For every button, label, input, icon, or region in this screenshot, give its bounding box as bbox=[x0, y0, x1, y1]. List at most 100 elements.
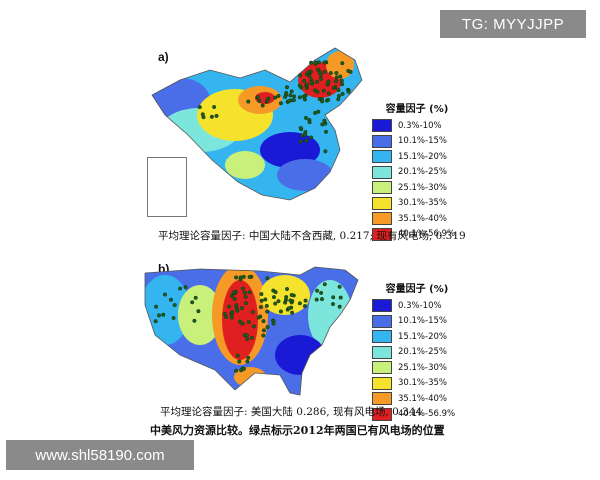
wind-farm-dot bbox=[246, 319, 251, 324]
wind-farm-dot bbox=[273, 95, 278, 100]
wind-farm-dot bbox=[197, 105, 202, 110]
wind-farm-dot bbox=[337, 304, 342, 309]
wind-farm-dot bbox=[289, 293, 294, 298]
wind-farm-dot bbox=[315, 288, 320, 293]
wind-farm-dot bbox=[326, 79, 331, 84]
legend-swatch bbox=[372, 150, 392, 164]
watermark-bottom-left: www.shl58190.com bbox=[6, 440, 194, 470]
legend-a-title: 容量因子 (%) bbox=[385, 104, 449, 115]
wind-farm-dots-china bbox=[197, 60, 353, 154]
legend-swatch bbox=[372, 181, 392, 195]
wind-farm-dot bbox=[322, 282, 327, 287]
wind-farm-dot bbox=[265, 325, 270, 330]
wind-farm-dot bbox=[288, 93, 293, 98]
wind-farm-dot bbox=[326, 91, 331, 96]
wind-farm-dot bbox=[249, 335, 254, 340]
wind-farm-dot bbox=[297, 83, 302, 88]
legend-item: 30.1%-35% bbox=[372, 196, 462, 212]
wind-farm-dot bbox=[256, 315, 261, 320]
legend-item: 0.3%-10% bbox=[372, 118, 462, 134]
wind-farm-dot bbox=[297, 95, 302, 100]
legend-swatch bbox=[372, 196, 392, 210]
wind-farm-dot bbox=[331, 85, 336, 90]
wind-farm-dot bbox=[240, 321, 245, 326]
wind-farm-dot bbox=[178, 286, 183, 291]
wind-farm-dot bbox=[163, 292, 168, 297]
wind-farm-dot bbox=[346, 89, 351, 94]
wind-farm-dot bbox=[172, 303, 177, 308]
legend-item: 20.1%-25% bbox=[372, 345, 462, 361]
wind-farm-dot bbox=[304, 138, 309, 143]
wind-farm-dot bbox=[319, 290, 324, 295]
wind-farm-dot bbox=[259, 292, 264, 297]
wind-farm-dot bbox=[315, 89, 320, 94]
legend-item: 20.1%-25% bbox=[372, 165, 462, 181]
wind-farm-dot bbox=[336, 97, 341, 102]
wind-farm-dot bbox=[284, 287, 289, 292]
legend-item: 15.1%-20% bbox=[372, 329, 462, 345]
wind-farm-dot bbox=[238, 275, 243, 280]
wind-farm-dot bbox=[242, 290, 247, 295]
legend-swatch bbox=[372, 165, 392, 179]
legend-swatch bbox=[372, 299, 392, 313]
wind-farm-dot bbox=[231, 290, 236, 295]
legend-item: 40.1%-56.9% bbox=[372, 227, 462, 243]
wind-farm-dot bbox=[340, 82, 345, 87]
wind-farm-dot bbox=[196, 309, 201, 314]
wind-farm-dot bbox=[239, 368, 244, 373]
wind-farm-dot bbox=[157, 313, 162, 318]
wind-farm-dot bbox=[328, 71, 333, 76]
wind-farm-dot bbox=[298, 139, 303, 144]
wind-farm-dot bbox=[309, 135, 314, 140]
legend-label: 35.1%-40% bbox=[398, 213, 447, 224]
wind-farm-dot bbox=[298, 73, 303, 78]
wind-farm-dot bbox=[261, 319, 266, 324]
legend-b-title: 容量因子 (%) bbox=[385, 284, 449, 295]
wind-farm-dot bbox=[289, 89, 294, 94]
usa-wind-map bbox=[144, 266, 359, 396]
wind-farm-dot bbox=[161, 312, 166, 317]
wind-farm-dot bbox=[336, 88, 341, 93]
wind-farm-dot bbox=[340, 61, 345, 66]
wind-farm-dot bbox=[337, 284, 342, 289]
wind-farm-dot bbox=[234, 275, 239, 280]
legend-label: 15.1%-20% bbox=[398, 331, 447, 342]
legend-swatch bbox=[372, 392, 392, 406]
wind-farm-dot bbox=[229, 293, 234, 298]
legend-swatch bbox=[372, 212, 392, 226]
wind-farm-dot bbox=[276, 93, 281, 98]
china-wind-map bbox=[151, 47, 363, 201]
wind-farm-dot bbox=[284, 90, 289, 95]
wind-farm-dots-usa bbox=[153, 274, 343, 373]
wind-farm-dot bbox=[323, 129, 328, 134]
wind-farm-dot bbox=[316, 60, 321, 65]
wind-farm-dot bbox=[227, 304, 232, 309]
wind-farm-dot bbox=[257, 99, 262, 104]
caption-a: 平均理论容量因子: 中国大陆不含西藏, 0.217; 现有风电场, 0.319 bbox=[158, 230, 466, 242]
wind-farm-dot bbox=[209, 114, 214, 119]
wind-farm-dot bbox=[303, 298, 308, 303]
wind-farm-dot bbox=[278, 101, 283, 106]
wind-farm-dot bbox=[212, 104, 217, 109]
wind-farm-dot bbox=[315, 67, 320, 72]
wind-farm-dot bbox=[306, 70, 311, 75]
legend-label: 40.1%-56.9% bbox=[398, 229, 456, 240]
wind-farm-dot bbox=[192, 318, 197, 323]
wind-farm-dot bbox=[251, 324, 256, 329]
legend-label: 0.3%-10% bbox=[398, 120, 442, 131]
wind-farm-dot bbox=[264, 303, 269, 308]
wind-farm-dot bbox=[250, 310, 255, 315]
wind-farm-dot bbox=[239, 306, 244, 311]
wind-farm-dot bbox=[320, 122, 325, 127]
wind-farm-dot bbox=[303, 115, 308, 120]
caption-b: 平均理论容量因子: 美国大陆 0.286, 现有风电场, 0.344 bbox=[160, 406, 423, 418]
wind-farm-dot bbox=[334, 71, 339, 76]
wind-farm-dot bbox=[260, 103, 265, 108]
wind-farm-dot bbox=[244, 333, 249, 338]
wind-farm-dot bbox=[153, 319, 158, 324]
legend-item: 10.1%-15% bbox=[372, 314, 462, 330]
wind-farm-dot bbox=[245, 336, 250, 341]
wind-farm-dot bbox=[309, 80, 314, 85]
wind-farm-dot bbox=[283, 94, 288, 99]
wind-farm-dot bbox=[338, 74, 343, 79]
